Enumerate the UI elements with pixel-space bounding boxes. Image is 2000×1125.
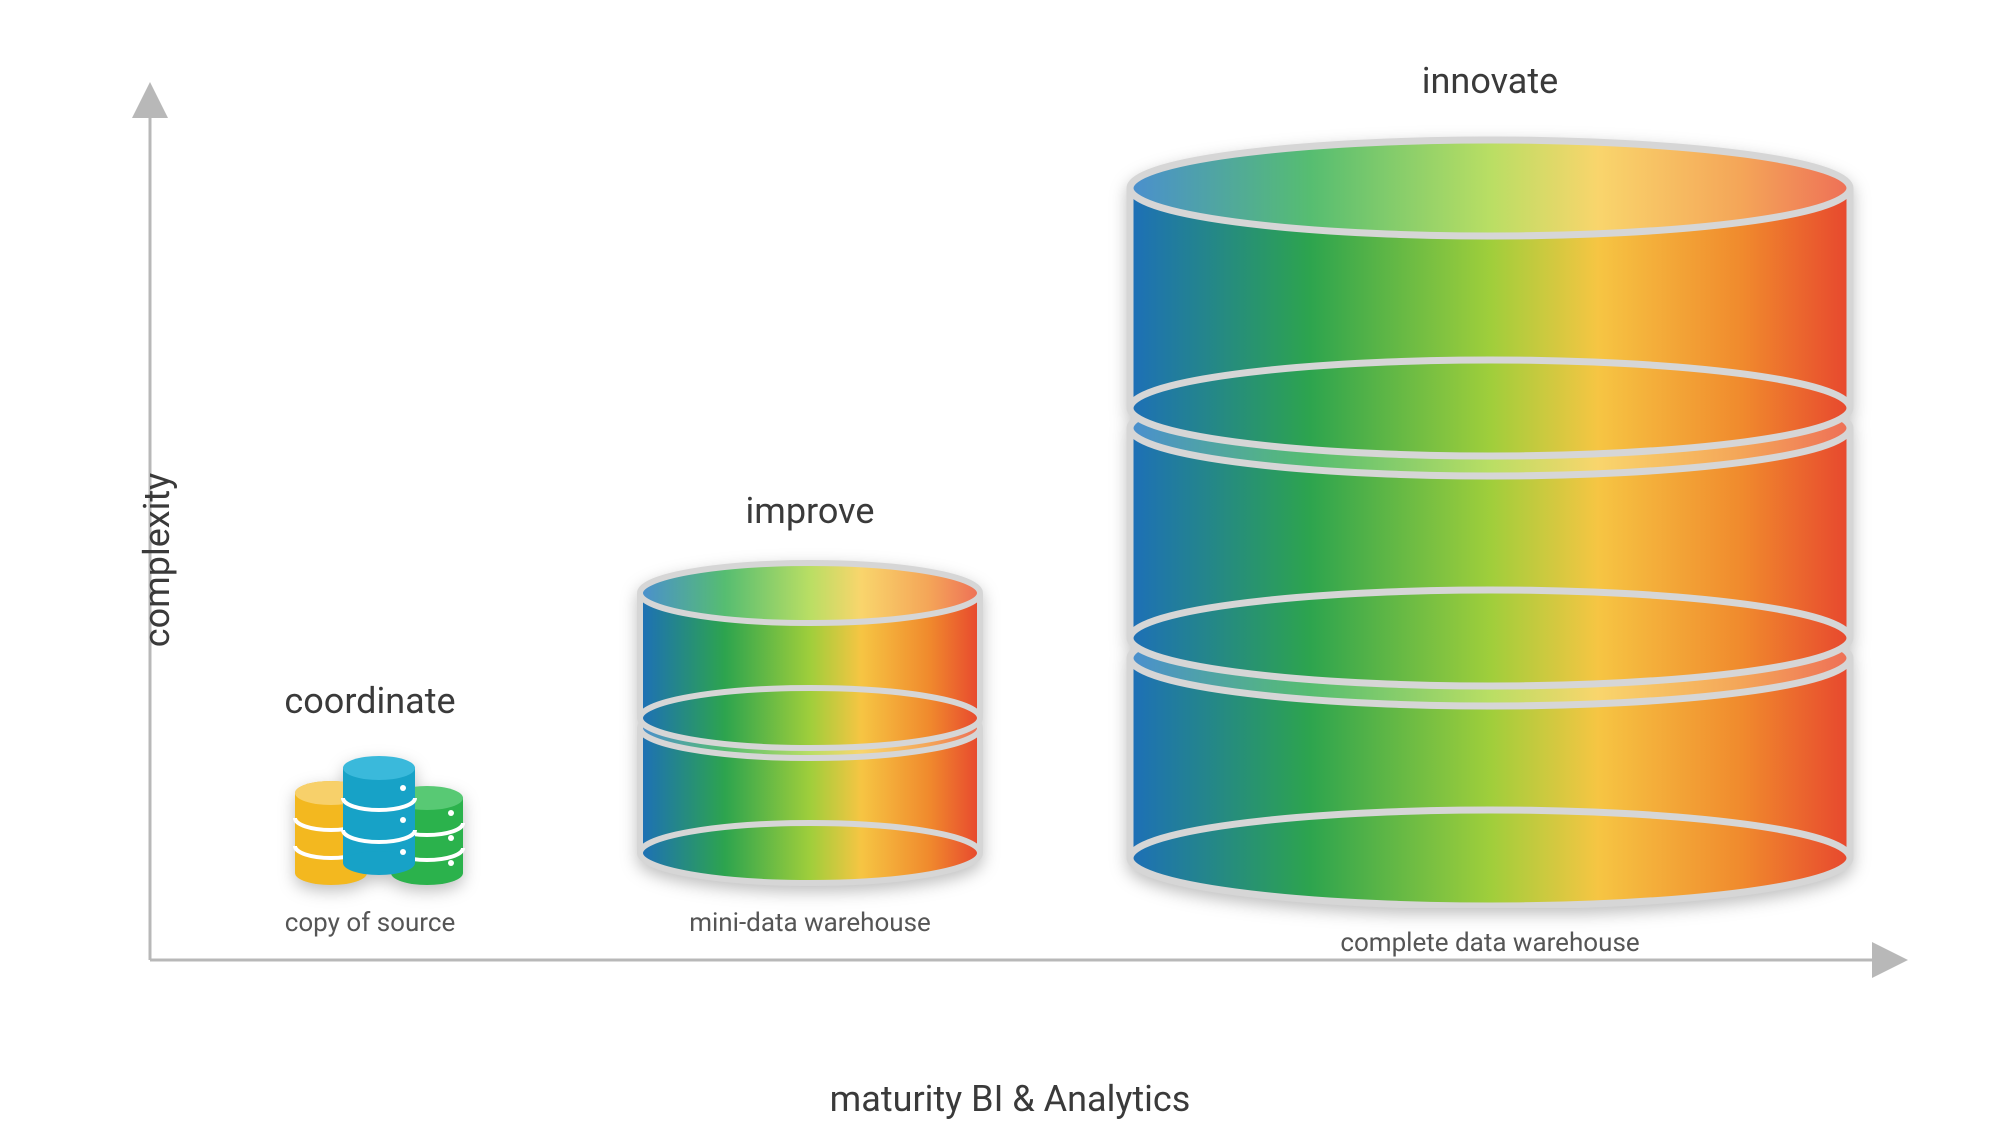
rainbow-db-medium-icon [620, 548, 1000, 888]
chart-container: complexity maturity BI & Analytics coord… [120, 60, 1900, 1060]
stage-title-improve: improve [746, 490, 875, 532]
y-axis-label: complexity [136, 473, 178, 647]
stage-coordinate: coordinate [240, 680, 500, 938]
three-db-icon [265, 738, 475, 888]
stage-innovate: innovate [1100, 60, 1880, 958]
x-axis-label: maturity BI & Analytics [830, 1078, 1191, 1120]
stage-sublabel-improve: mini-data warehouse [689, 908, 931, 938]
stage-title-coordinate: coordinate [284, 680, 455, 722]
stage-sublabel-innovate: complete data warehouse [1340, 928, 1639, 958]
stage-improve: improve [600, 490, 1020, 938]
stage-title-innovate: innovate [1422, 60, 1558, 102]
stage-sublabel-coordinate: copy of source [285, 908, 456, 938]
rainbow-db-large-icon [1110, 118, 1870, 908]
